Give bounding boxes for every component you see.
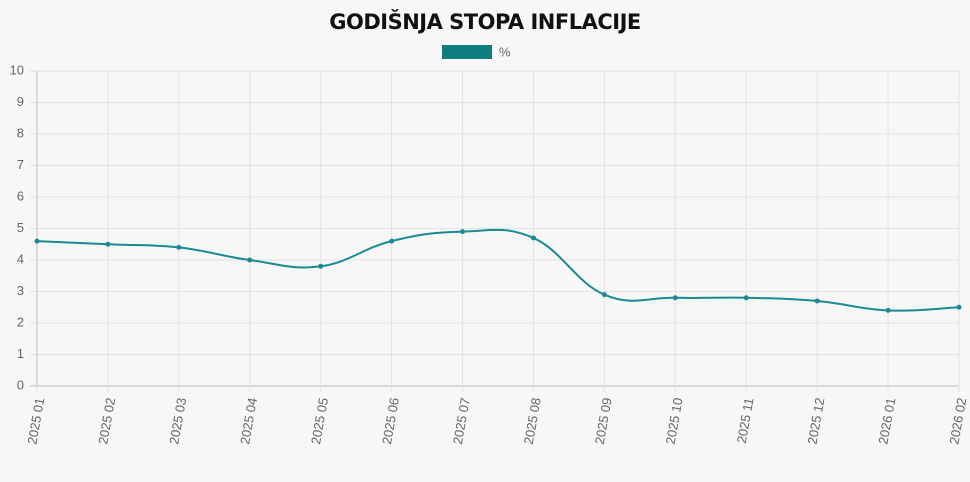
point	[34, 238, 40, 244]
point	[176, 244, 182, 250]
y-tick-label: 2	[17, 314, 24, 329]
y-tick-label: 3	[17, 283, 24, 298]
point	[885, 307, 891, 313]
point	[318, 263, 324, 269]
y-tick-label: 6	[17, 188, 24, 203]
legend-swatch	[442, 45, 492, 59]
y-tick-label: 7	[17, 157, 24, 172]
y-tick-label: 9	[17, 94, 24, 109]
line	[36, 228, 960, 312]
y-tick-label: 5	[17, 220, 24, 235]
y-tick-label: 4	[17, 251, 24, 266]
point	[530, 235, 536, 241]
point	[247, 257, 253, 263]
y-tick-label: 8	[17, 125, 24, 140]
y-tick-label: 10	[10, 62, 24, 77]
point	[460, 229, 466, 235]
point	[389, 238, 395, 244]
point	[956, 304, 962, 310]
chart-title: GODIŠNJA STOPA INFLACIJE	[329, 9, 641, 34]
point	[601, 292, 607, 298]
point	[814, 298, 820, 304]
point	[743, 295, 749, 301]
point	[105, 241, 111, 247]
y-tick-label: 1	[17, 346, 24, 361]
point	[672, 295, 678, 301]
legend-label: %	[499, 44, 511, 59]
y-tick-label: 0	[17, 377, 24, 392]
